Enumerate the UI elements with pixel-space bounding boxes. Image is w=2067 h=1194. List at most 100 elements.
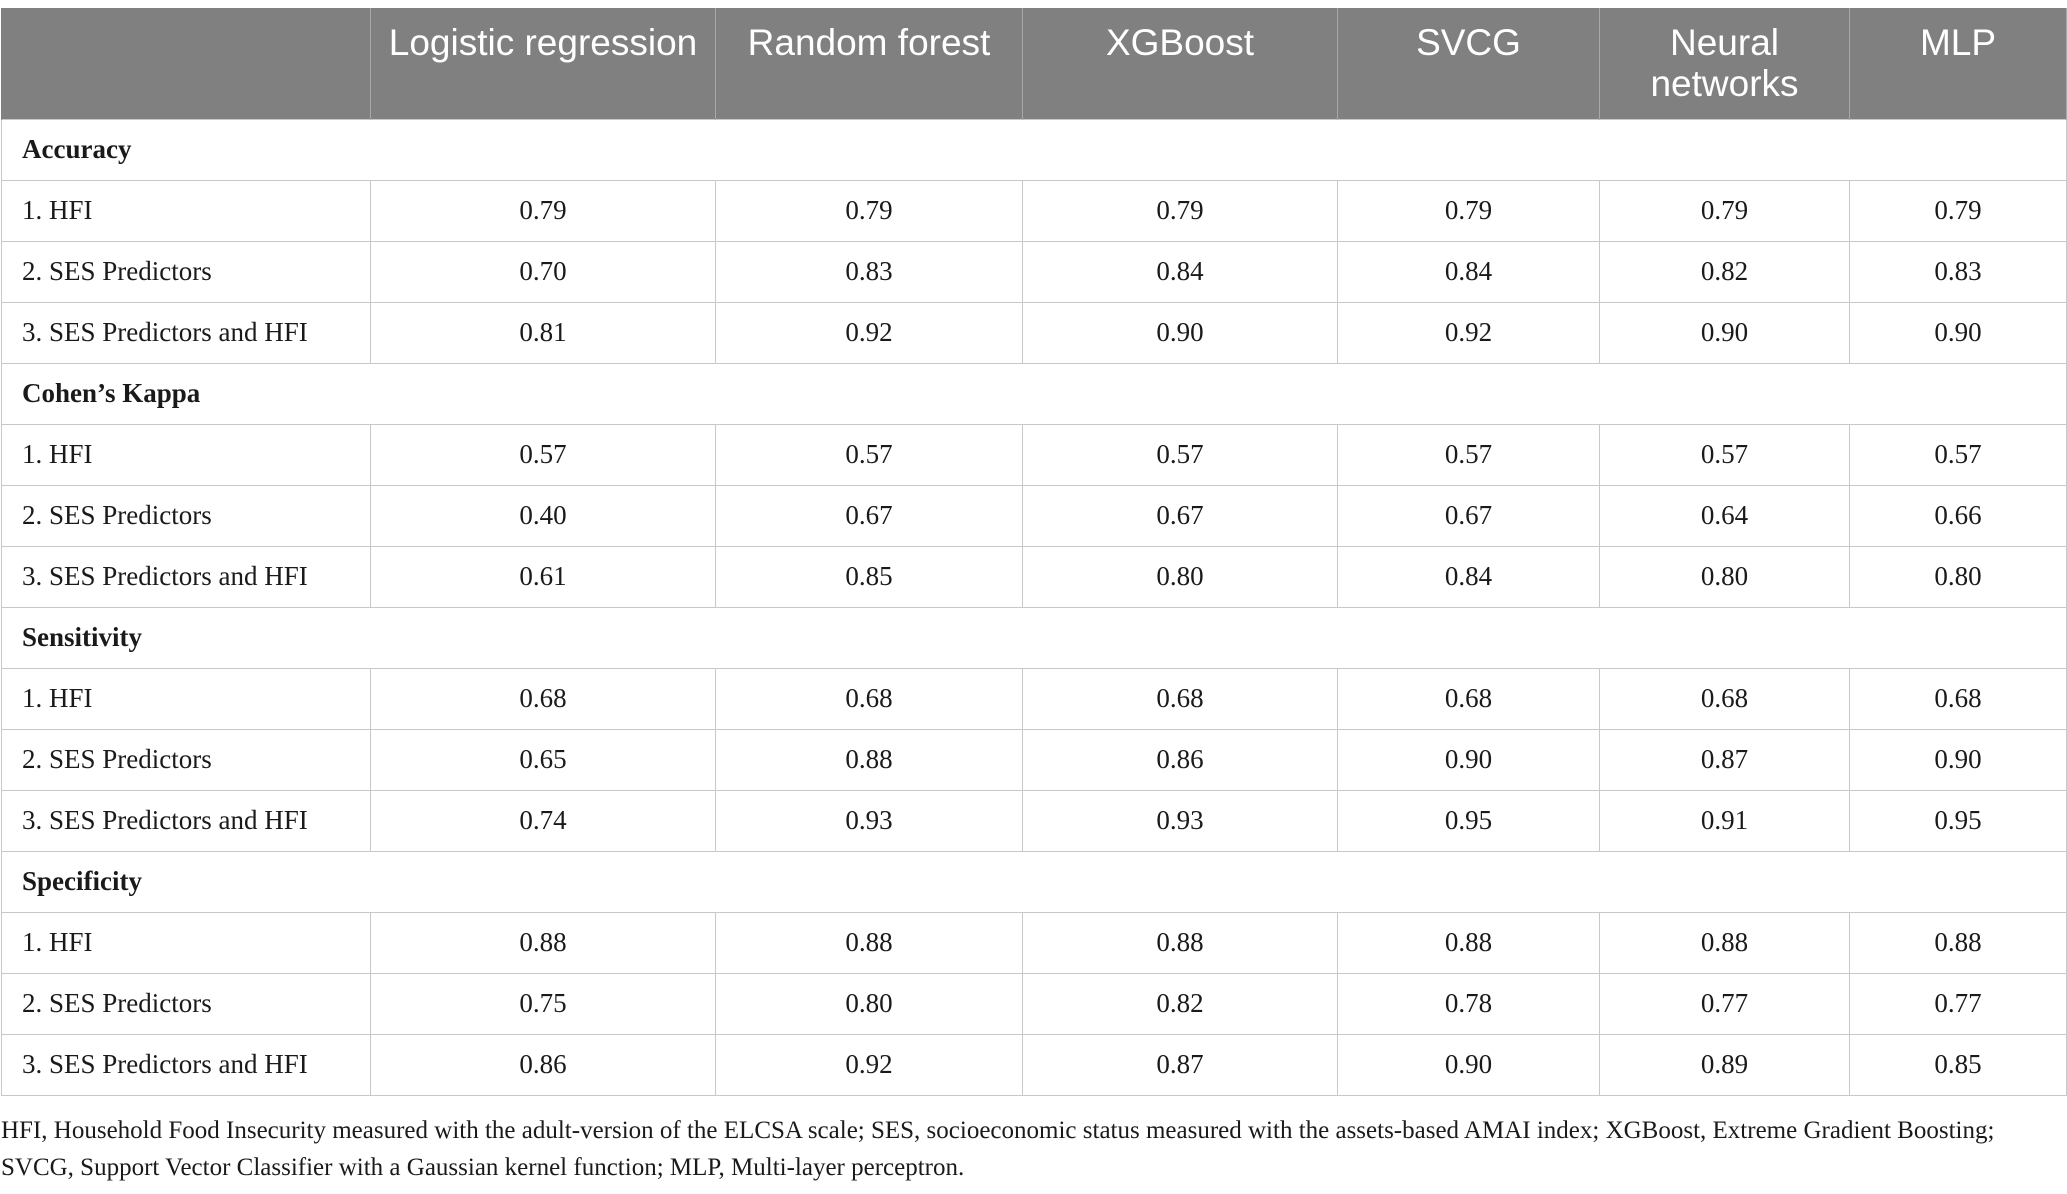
value-cell: 0.74 (370, 789, 716, 852)
table-row: 1. HFI 0.88 0.88 0.88 0.88 0.88 0.88 (1, 911, 2067, 974)
value-cell: 0.84 (1337, 240, 1600, 303)
value-cell: 0.68 (370, 667, 716, 730)
value-cell: 0.90 (1599, 301, 1850, 364)
table-row: 2. SES Predictors 0.75 0.80 0.82 0.78 0.77 0.7… (1, 972, 2067, 1035)
table-footnote: HFI, Household Food Insecurity measured … (1, 1117, 1995, 1181)
section-row: Specificity (1, 850, 2067, 913)
value-cell: 0.93 (1022, 789, 1338, 852)
value-cell: 0.87 (1022, 1033, 1338, 1096)
row-label: 1. HFI (1, 667, 371, 730)
row-label: 1. HFI (1, 911, 371, 974)
header-cell-empty (1, 8, 371, 119)
value-cell: 0.67 (1022, 484, 1338, 547)
value-cell: 0.79 (715, 179, 1023, 242)
header-mlp: MLP (1849, 8, 2067, 119)
value-cell: 0.90 (1849, 301, 2067, 364)
value-cell: 0.86 (1022, 728, 1338, 791)
value-cell: 0.68 (1022, 667, 1338, 730)
value-cell: 0.86 (370, 1033, 716, 1096)
value-cell: 0.90 (1849, 728, 2067, 791)
value-cell: 0.66 (1849, 484, 2067, 547)
value-cell: 0.92 (715, 301, 1023, 364)
results-table: Logistic regression Random forest XGBoos… (1, 8, 2067, 1096)
value-cell: 0.79 (1337, 179, 1600, 242)
value-cell: 0.77 (1849, 972, 2067, 1035)
value-cell: 0.68 (1849, 667, 2067, 730)
table-row: 1. HFI 0.68 0.68 0.68 0.68 0.68 0.68 (1, 667, 2067, 730)
value-cell: 0.79 (1849, 179, 2067, 242)
row-label: 3. SES Predictors and HFI (1, 301, 371, 364)
value-cell: 0.68 (1337, 667, 1600, 730)
section-title: Cohen’s Kappa (1, 362, 2067, 425)
header-svcg: SVCG (1337, 8, 1600, 119)
header-row: Logistic regression Random forest XGBoos… (1, 8, 2067, 119)
value-cell: 0.70 (370, 240, 716, 303)
value-cell: 0.61 (370, 545, 716, 608)
value-cell: 0.95 (1849, 789, 2067, 852)
value-cell: 0.40 (370, 484, 716, 547)
value-cell: 0.67 (1337, 484, 1600, 547)
value-cell: 0.88 (715, 728, 1023, 791)
table-row: 3. SES Predictors and HFI 0.86 0.92 0.87 0.9… (1, 1033, 2067, 1096)
value-cell: 0.64 (1599, 484, 1850, 547)
value-cell: 0.65 (370, 728, 716, 791)
value-cell: 0.57 (715, 423, 1023, 486)
section-row: Sensitivity (1, 606, 2067, 669)
value-cell: 0.80 (715, 972, 1023, 1035)
row-label: 3. SES Predictors and HFI (1, 789, 371, 852)
value-cell: 0.57 (1599, 423, 1850, 486)
table-row: 1. HFI 0.79 0.79 0.79 0.79 0.79 0.79 (1, 179, 2067, 242)
value-cell: 0.81 (370, 301, 716, 364)
value-cell: 0.75 (370, 972, 716, 1035)
value-cell: 0.82 (1599, 240, 1850, 303)
section-title: Accuracy (1, 118, 2067, 181)
value-cell: 0.88 (1849, 911, 2067, 974)
table-body: Accuracy 1. HFI 0.79 0.79 0.79 0.79 0.79 0.79 2.… (1, 118, 2067, 1096)
table-row: 3. SES Predictors and HFI 0.61 0.85 0.80 0.8… (1, 545, 2067, 608)
value-cell: 0.91 (1599, 789, 1850, 852)
value-cell: 0.78 (1337, 972, 1600, 1035)
row-label: 1. HFI (1, 423, 371, 486)
section-row: Cohen’s Kappa (1, 362, 2067, 425)
table-header: Logistic regression Random forest XGBoos… (1, 8, 2067, 119)
section-row: Accuracy (1, 118, 2067, 181)
value-cell: 0.95 (1337, 789, 1600, 852)
value-cell: 0.68 (715, 667, 1023, 730)
value-cell: 0.77 (1599, 972, 1850, 1035)
row-label: 1. HFI (1, 179, 371, 242)
value-cell: 0.57 (1337, 423, 1600, 486)
row-label: 2. SES Predictors (1, 728, 371, 791)
value-cell: 0.57 (1022, 423, 1338, 486)
header-neural-networks: Neural networks (1599, 8, 1850, 119)
table-row: 2. SES Predictors 0.65 0.88 0.86 0.90 0.87 0.9… (1, 728, 2067, 791)
value-cell: 0.90 (1337, 1033, 1600, 1096)
value-cell: 0.93 (715, 789, 1023, 852)
value-cell: 0.92 (1337, 301, 1600, 364)
value-cell: 0.85 (1849, 1033, 2067, 1096)
value-cell: 0.79 (370, 179, 716, 242)
value-cell: 0.80 (1599, 545, 1850, 608)
table-row: 2. SES Predictors 0.40 0.67 0.67 0.67 0.64 0.6… (1, 484, 2067, 547)
value-cell: 0.57 (370, 423, 716, 486)
header-logistic-regression: Logistic regression (370, 8, 716, 119)
value-cell: 0.89 (1599, 1033, 1850, 1096)
value-cell: 0.88 (1022, 911, 1338, 974)
value-cell: 0.88 (1337, 911, 1600, 974)
header-random-forest: Random forest (715, 8, 1023, 119)
value-cell: 0.79 (1599, 179, 1850, 242)
value-cell: 0.79 (1022, 179, 1338, 242)
section-title: Specificity (1, 850, 2067, 913)
value-cell: 0.92 (715, 1033, 1023, 1096)
table-row: 2. SES Predictors 0.70 0.83 0.84 0.84 0.82 0.8… (1, 240, 2067, 303)
row-label: 3. SES Predictors and HFI (1, 545, 371, 608)
value-cell: 0.84 (1022, 240, 1338, 303)
value-cell: 0.88 (370, 911, 716, 974)
value-cell: 0.90 (1022, 301, 1338, 364)
header-xgboost: XGBoost (1022, 8, 1338, 119)
row-label: 2. SES Predictors (1, 972, 371, 1035)
value-cell: 0.80 (1022, 545, 1338, 608)
value-cell: 0.90 (1337, 728, 1600, 791)
value-cell: 0.82 (1022, 972, 1338, 1035)
table-row: 1. HFI 0.57 0.57 0.57 0.57 0.57 0.57 (1, 423, 2067, 486)
value-cell: 0.87 (1599, 728, 1850, 791)
